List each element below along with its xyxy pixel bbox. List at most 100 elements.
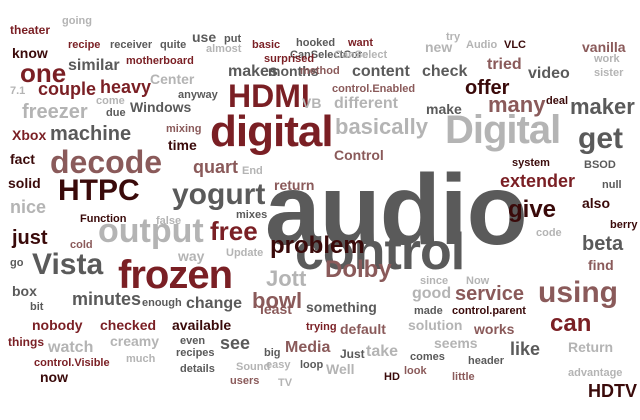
word: yogurt bbox=[172, 178, 266, 211]
word: Return bbox=[568, 339, 614, 355]
word: false bbox=[156, 215, 182, 227]
word: change bbox=[186, 295, 243, 312]
word: months bbox=[268, 63, 319, 79]
word: Now bbox=[466, 275, 490, 287]
word: seems bbox=[434, 335, 478, 351]
word: Function bbox=[80, 213, 127, 225]
word: recipe bbox=[68, 39, 101, 51]
word: checked bbox=[100, 317, 157, 333]
word: header bbox=[468, 355, 505, 367]
word: Vista bbox=[32, 248, 104, 281]
word: Jott bbox=[266, 266, 307, 291]
word: big bbox=[264, 347, 281, 359]
word: put bbox=[224, 33, 242, 45]
word: loop bbox=[300, 359, 324, 371]
word: basically bbox=[335, 114, 428, 139]
word: digital bbox=[210, 107, 334, 156]
word: make bbox=[426, 101, 462, 117]
word: different bbox=[334, 95, 398, 112]
word: Update bbox=[226, 247, 264, 259]
word: solid bbox=[8, 175, 41, 191]
word: almost bbox=[206, 43, 242, 55]
word: surprised bbox=[264, 53, 315, 65]
word: something bbox=[306, 299, 377, 315]
word: VLC bbox=[504, 39, 526, 51]
word: watch bbox=[48, 339, 94, 356]
word: hooked bbox=[296, 37, 336, 49]
word: find bbox=[588, 257, 614, 273]
word: way bbox=[178, 248, 205, 264]
word: take bbox=[366, 343, 399, 360]
word: try bbox=[446, 31, 461, 43]
word: End bbox=[242, 165, 263, 177]
word: audio bbox=[265, 154, 528, 266]
word: comes bbox=[410, 351, 445, 363]
word: minutes bbox=[72, 289, 142, 309]
word: CanSelect bbox=[334, 49, 388, 61]
word: little bbox=[452, 371, 475, 383]
word: heavy bbox=[100, 77, 152, 97]
word: even bbox=[180, 335, 206, 347]
word: recipes bbox=[176, 347, 215, 359]
word: couple bbox=[38, 79, 97, 99]
word: quart bbox=[193, 157, 238, 177]
word: tried bbox=[487, 56, 522, 73]
word: output bbox=[98, 212, 204, 250]
word: new bbox=[425, 39, 453, 55]
word: solution bbox=[408, 317, 463, 333]
word: nice bbox=[10, 197, 47, 217]
word: Control bbox=[334, 147, 384, 163]
word: works bbox=[474, 321, 515, 337]
word: box bbox=[12, 283, 37, 299]
word: get bbox=[578, 122, 623, 155]
word: fact bbox=[10, 151, 35, 167]
word: HDMI bbox=[228, 78, 310, 114]
word: content bbox=[352, 63, 410, 80]
word: give bbox=[508, 196, 557, 223]
word: made bbox=[414, 305, 443, 317]
word: Media bbox=[285, 339, 331, 356]
word: Well bbox=[326, 361, 355, 377]
word: use bbox=[192, 29, 217, 45]
word: theater bbox=[10, 23, 51, 37]
word: CanSelectCore bbox=[290, 49, 369, 61]
word: problem bbox=[270, 232, 365, 259]
word: mixes bbox=[236, 209, 268, 221]
word: similar bbox=[68, 57, 120, 74]
word: one bbox=[20, 58, 67, 88]
word: VB bbox=[302, 95, 322, 111]
word: bowl bbox=[252, 288, 303, 313]
word: Center bbox=[150, 71, 195, 87]
word: work bbox=[594, 53, 620, 65]
word: motherboard bbox=[126, 55, 194, 67]
word: enough bbox=[142, 297, 182, 309]
word: mixing bbox=[166, 123, 202, 135]
word: decode bbox=[50, 144, 163, 180]
word: null bbox=[602, 179, 622, 191]
word: vanilla bbox=[582, 39, 626, 55]
word: just bbox=[12, 227, 48, 249]
word: many bbox=[488, 92, 546, 117]
word: HDTV bbox=[588, 381, 637, 401]
word: Dolby bbox=[325, 256, 392, 283]
word: good bbox=[412, 285, 452, 302]
word: service bbox=[455, 283, 524, 305]
word: anyway bbox=[178, 89, 218, 101]
word: frozen bbox=[118, 253, 233, 297]
word: details bbox=[180, 363, 215, 375]
word: code bbox=[536, 227, 562, 239]
word: HD bbox=[384, 371, 400, 383]
word: sister bbox=[594, 67, 624, 79]
word: things bbox=[8, 335, 44, 349]
word: also bbox=[582, 195, 611, 211]
word: BSOD bbox=[584, 159, 616, 171]
word: easy bbox=[266, 359, 291, 371]
word: return bbox=[274, 177, 315, 193]
word: nobody bbox=[32, 317, 83, 333]
word: check bbox=[422, 63, 468, 80]
word: Audio bbox=[466, 39, 498, 51]
word: since bbox=[420, 275, 449, 287]
word: berry bbox=[610, 219, 638, 231]
word: available bbox=[172, 317, 232, 333]
